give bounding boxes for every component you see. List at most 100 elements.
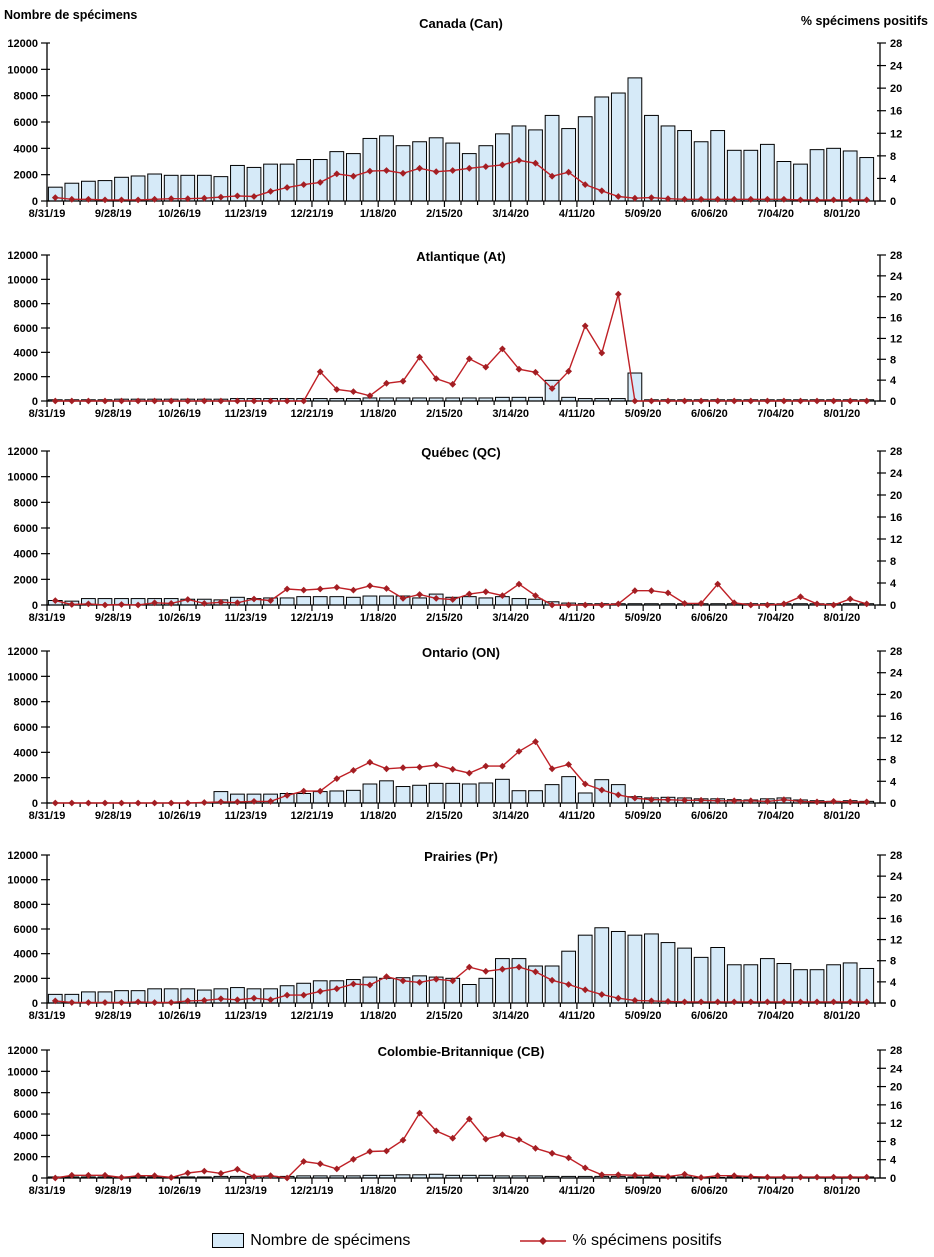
bar — [478, 977, 494, 1004]
bar — [461, 596, 477, 606]
diamond-marker — [200, 600, 208, 607]
x-axis: 8/31/19 9/28/19 10/26/19 11/23/19 12/21/19 1/… — [29, 1002, 886, 1022]
diamond-marker — [548, 976, 556, 984]
bar — [759, 958, 775, 1004]
right-tick-label: 12 — [890, 1118, 902, 1130]
positivity-markers — [51, 580, 871, 609]
diamond-marker — [664, 796, 672, 804]
diamond-marker — [614, 791, 622, 799]
diamond-marker — [383, 379, 390, 387]
bar — [594, 96, 610, 202]
bar — [296, 596, 312, 606]
bar — [577, 792, 593, 804]
diamond-marker — [267, 1172, 274, 1180]
diamond-marker — [631, 194, 639, 202]
diamond-marker — [68, 195, 76, 203]
x-tick-label: 9/28/19 — [95, 208, 132, 220]
diamond-marker — [532, 592, 539, 599]
x-axis: 8/31/19 9/28/19 10/26/19 11/23/19 12/21/19 1/… — [29, 1177, 886, 1197]
x-tick-label: 2/15/20 — [426, 1185, 463, 1197]
x-tick-label: 3/14/20 — [492, 810, 529, 822]
bar — [759, 143, 775, 202]
diamond-marker — [846, 998, 854, 1006]
x-tick-label: 6/06/20 — [691, 612, 728, 624]
diamond-marker — [184, 397, 192, 405]
right-tick-label: 24 — [890, 271, 903, 283]
bar — [743, 964, 759, 1004]
right-tick-label: 12 — [890, 333, 902, 345]
diamond-marker — [631, 997, 639, 1004]
panel-title: Atlantique (At) — [416, 249, 506, 264]
bars-series — [213, 776, 875, 804]
diamond-marker — [134, 601, 142, 609]
diamond-marker — [234, 798, 241, 806]
bar — [644, 114, 659, 202]
diamond-marker — [482, 588, 490, 596]
diamond-marker — [151, 999, 158, 1006]
diamond-marker — [648, 997, 655, 1005]
diamond-marker — [764, 195, 771, 203]
panel-ontario: Ontario (ON) 8/31/19 9/28/19 10/26/19 11/23/… — [7, 645, 903, 822]
bar — [693, 141, 709, 202]
positivity-markers — [51, 157, 871, 204]
x-tick-label: 8/31/19 — [29, 612, 66, 624]
diamond-marker — [250, 798, 258, 805]
bar — [495, 958, 510, 1004]
left-tick-label: 10000 — [7, 1066, 38, 1078]
diamond-marker — [134, 998, 142, 1006]
diamond-marker — [200, 997, 208, 1004]
diamond-marker — [151, 397, 158, 405]
diamond-marker — [764, 397, 771, 405]
diamond-marker — [830, 998, 837, 1006]
diamond-marker — [482, 762, 490, 770]
diamond-marker — [200, 1167, 208, 1175]
diamond-marker — [499, 592, 506, 599]
y-axis-right: 0 4 8 12 16 20 24 28 — [877, 38, 903, 208]
diamond-marker — [118, 999, 125, 1006]
right-tick-label: 24 — [890, 871, 903, 883]
x-tick-label: 7/04/20 — [757, 408, 794, 420]
diamond-marker — [747, 601, 755, 609]
right-tick-label: 16 — [890, 313, 902, 325]
diamond-marker — [730, 195, 738, 203]
left-tick-label: 8000 — [14, 497, 38, 509]
diamond-marker — [101, 601, 109, 609]
diamond-marker — [697, 1174, 705, 1181]
positivity-markers — [51, 290, 871, 405]
diamond-marker — [134, 196, 142, 204]
bar — [561, 128, 577, 202]
diamond-marker — [383, 765, 390, 773]
diamond-marker — [598, 187, 606, 195]
diamond-marker — [416, 591, 423, 598]
panel-colombie-britannique: Colombie-Britannique (CB) 8/31/19 9/28/19 1… — [7, 1044, 903, 1197]
diamond-marker — [234, 1165, 241, 1173]
diamond-marker — [350, 1155, 357, 1163]
right-tick-label: 24 — [890, 468, 903, 480]
diamond-marker — [167, 1174, 175, 1181]
diamond-marker — [764, 601, 771, 609]
diamond-marker — [184, 596, 192, 603]
right-tick-label: 20 — [890, 892, 902, 904]
diamond-marker — [432, 375, 440, 382]
diamond-marker — [846, 196, 854, 204]
panel-title: Ontario (ON) — [422, 645, 500, 660]
diamond-marker — [151, 195, 158, 203]
bar — [859, 967, 875, 1004]
diamond-marker — [366, 758, 374, 766]
legend-bar-label: Nombre de spécimens — [250, 1231, 411, 1249]
diamond-marker — [68, 999, 76, 1006]
right-tick-label: 20 — [890, 689, 902, 701]
x-axis: 8/31/19 9/28/19 10/26/19 11/23/19 12/21/19 1/… — [29, 802, 886, 822]
diamond-marker — [482, 967, 490, 975]
y-axis-right: 0 4 8 12 16 20 24 28 — [877, 646, 903, 810]
diamond-marker — [830, 397, 837, 405]
diamond-marker — [813, 397, 821, 405]
x-tick-label: 7/04/20 — [757, 1010, 794, 1022]
x-tick-label: 8/01/20 — [824, 612, 861, 624]
right-tick-label: 0 — [890, 396, 896, 408]
diamond-marker — [681, 796, 688, 804]
diamond-marker — [300, 397, 308, 405]
diamond-marker — [581, 1164, 589, 1172]
left-tick-label: 0 — [32, 1173, 38, 1185]
